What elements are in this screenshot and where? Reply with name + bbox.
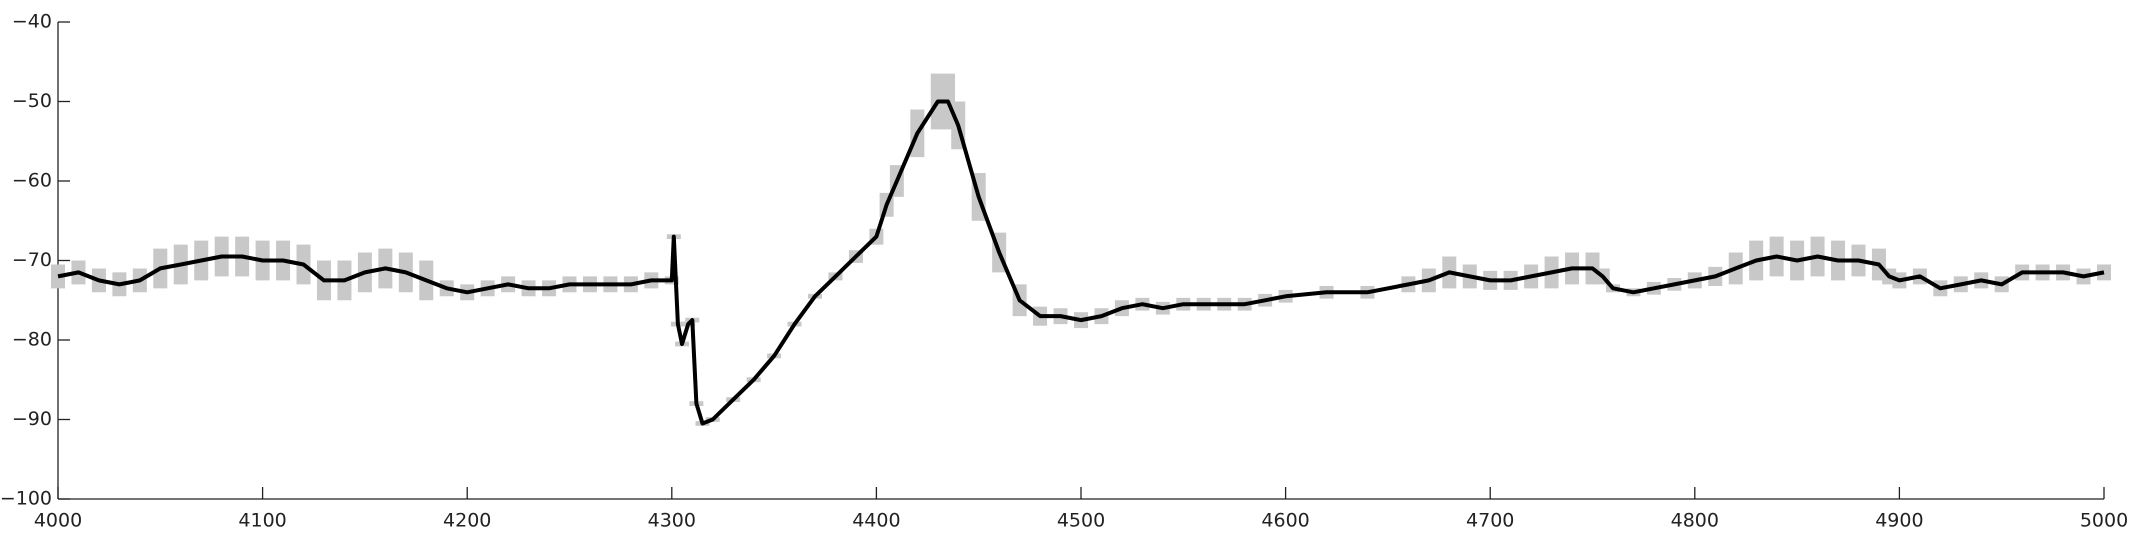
mean-line	[57, 99, 2105, 426]
x-tick-label: 4000	[34, 510, 82, 532]
x-tick-label: 4800	[1671, 510, 1719, 532]
x-tick-label: 4100	[238, 510, 286, 532]
y-tick-label: −40	[12, 11, 52, 33]
x-tick-label: 4600	[1261, 510, 1309, 532]
y-tick-label: −100	[0, 488, 52, 510]
y-tick-label: −70	[12, 249, 52, 271]
x-tick-label: 4500	[1057, 510, 1105, 532]
x-tick-label: 4900	[1875, 510, 1923, 532]
y-tick-label: −60	[12, 170, 52, 192]
x-tick-label: 5000	[2080, 510, 2128, 532]
x-tick-label: 4400	[852, 510, 900, 532]
x-tick-label: 4200	[443, 510, 491, 532]
y-tick-label: −90	[12, 408, 52, 430]
y-tick-label: −50	[12, 90, 52, 112]
x-tick-label: 4300	[648, 510, 696, 532]
x-tick-label: 4700	[1466, 510, 1514, 532]
y-tick-label: −80	[12, 329, 52, 351]
